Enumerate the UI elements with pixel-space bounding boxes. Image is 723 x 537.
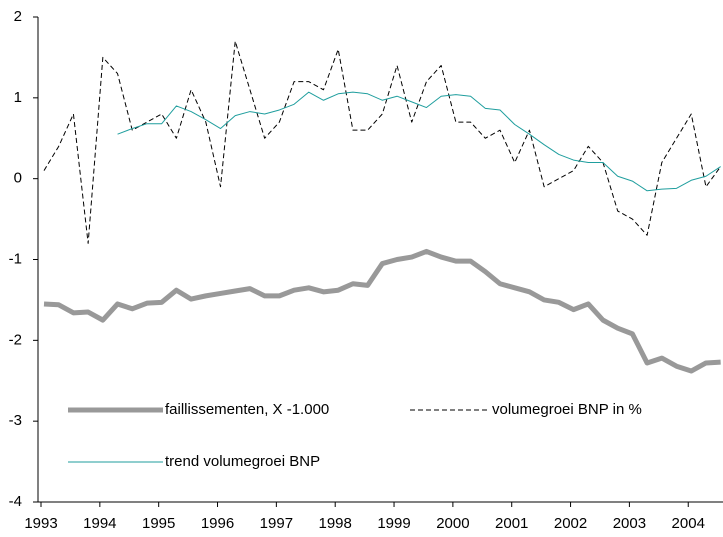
x-tick-label: 1998 (319, 515, 352, 532)
y-tick-label: -4 (9, 493, 22, 510)
legend-label: volumegroei BNP in % (492, 401, 642, 418)
x-tick-label: 1993 (24, 515, 57, 532)
x-tick-label: 2002 (554, 515, 587, 532)
series-line (43, 248, 721, 374)
y-tick-label: 2 (14, 8, 22, 25)
y-tick-label: -1 (9, 250, 22, 267)
x-tick-label: 1997 (260, 515, 293, 532)
x-tick-label: 2000 (436, 515, 469, 532)
x-tick-label: 1994 (83, 515, 116, 532)
series-line (117, 91, 721, 192)
x-tick-label: 1996 (201, 515, 234, 532)
series-line (43, 40, 722, 244)
x-tick-label: 2003 (613, 515, 646, 532)
y-tick-label: 1 (14, 89, 22, 106)
x-tick-label: 1999 (377, 515, 410, 532)
y-tick-label: -3 (9, 412, 22, 429)
x-tick-label: 2004 (672, 515, 705, 532)
legend-label: faillissementen, X -1.000 (165, 401, 329, 418)
x-tick-label: 1995 (142, 515, 175, 532)
x-tick-label: 2001 (495, 515, 528, 532)
y-tick-label: 0 (14, 170, 22, 187)
y-tick-label: -2 (9, 331, 22, 348)
legend-label: trend volumegroei BNP (165, 453, 320, 470)
